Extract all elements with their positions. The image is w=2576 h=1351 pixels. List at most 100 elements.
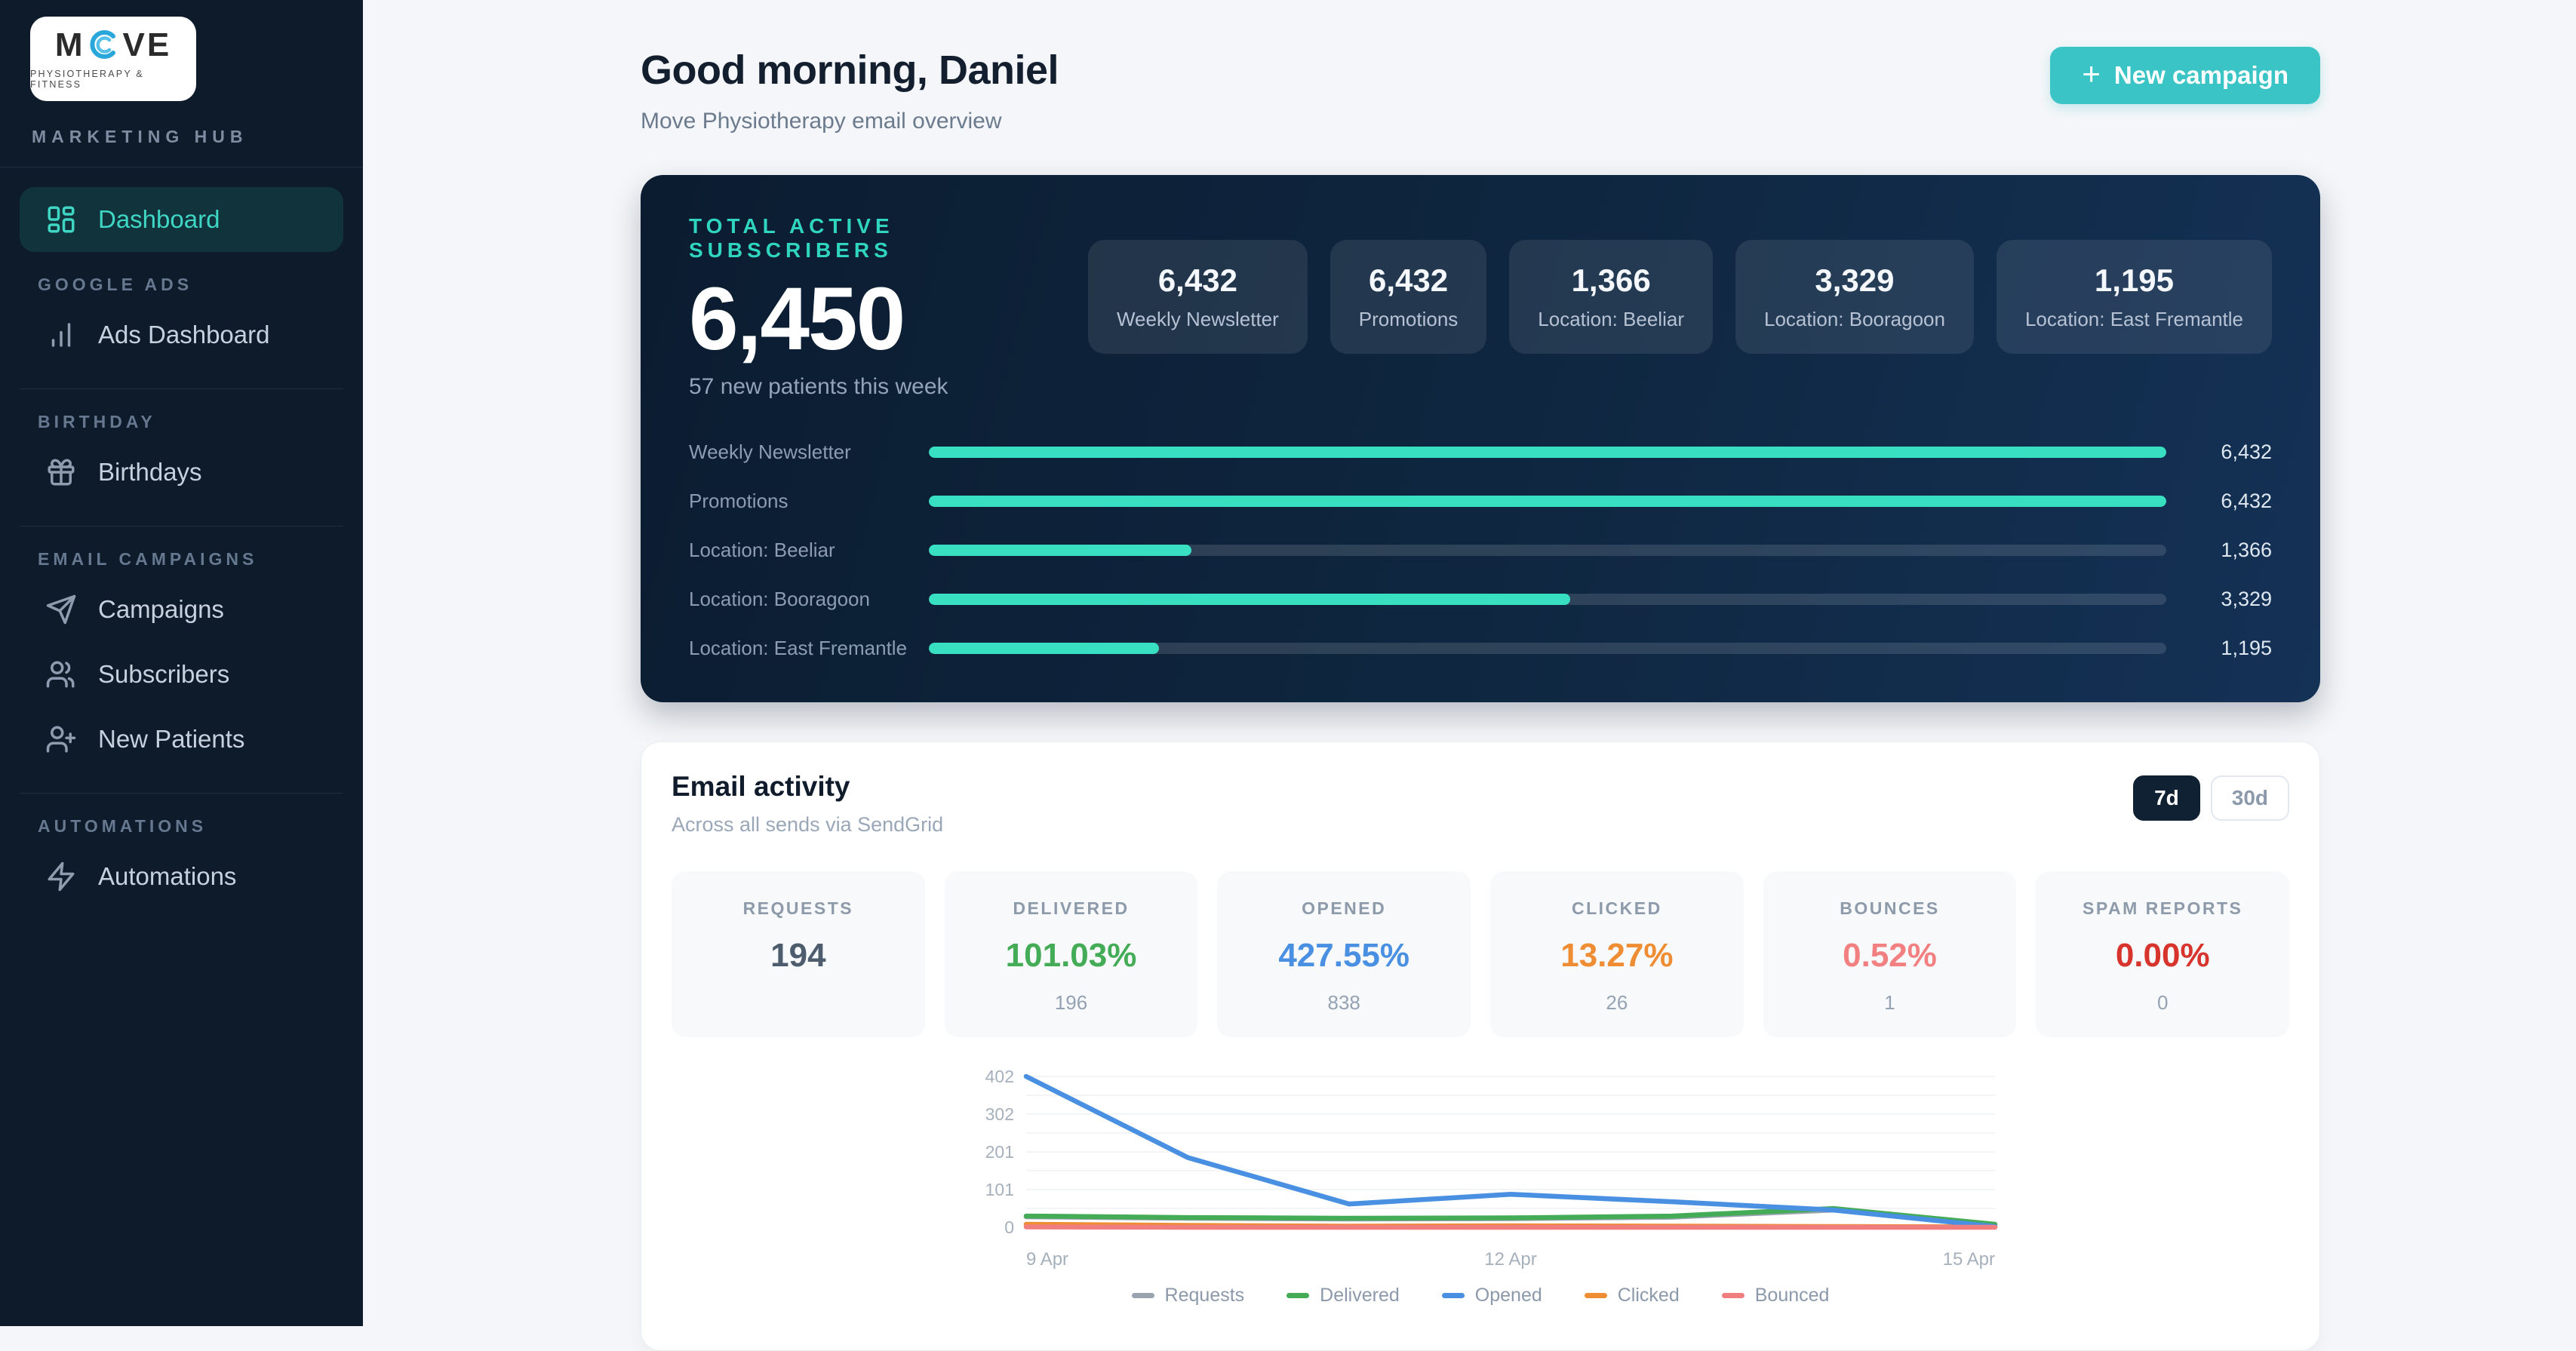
main-content: Good morning, Daniel Move Physiotherapy … (363, 0, 2576, 1351)
bar-track (929, 446, 2166, 458)
bar-row: Location: Booragoon 3,329 (689, 588, 2272, 611)
stat-value: 0.52% (1843, 936, 1937, 974)
legend-item-requests: Requests (1131, 1285, 1244, 1306)
gift-icon (48, 459, 75, 486)
plus-icon: + (2082, 56, 2101, 91)
stat-label: SPAM REPORTS (2083, 898, 2243, 918)
subscribers-card-title: TOTAL ACTIVE SUBSCRIBERS (689, 214, 894, 262)
bar-value: 1,195 (2221, 636, 2272, 659)
stat-opened: OPENED 427.55% 838 (1217, 870, 1471, 1037)
activity-title: Email activity (672, 770, 850, 802)
range-30d-button[interactable]: 30d (2210, 775, 2289, 821)
stat-value: 0.00% (2115, 936, 2210, 974)
subscriber-tile: 3,329 Location: Booragoon (1735, 240, 1974, 354)
email-activity-line-chart: 0 101 201 302 402 9 Apr 12 Apr 15 Apr (985, 1067, 1998, 1270)
brand-logo: M VE PHYSIOTHERAPY & FITNESS (30, 17, 196, 101)
tile-value: 6,432 (1368, 263, 1449, 298)
page-subtitle: Move Physiotherapy email overview (641, 109, 1002, 134)
activity-subtitle: Across all sends via SendGrid (672, 812, 944, 836)
tile-label: Weekly Newsletter (1116, 308, 1279, 330)
tile-value: 1,366 (1571, 263, 1651, 298)
svg-text:101: 101 (985, 1180, 1014, 1199)
brand-wordmark: M VE (55, 28, 171, 63)
sidebar-item-ads-dashboard[interactable]: Ads Dashboard (20, 302, 343, 367)
sidebar-item-campaigns[interactable]: Campaigns (20, 577, 343, 642)
stat-label: REQUESTS (742, 898, 854, 918)
bar-row: Location: East Fremantle 1,195 (689, 637, 2272, 660)
sidebar-item-label: Birthdays (98, 458, 202, 486)
sidebar-divider (20, 388, 343, 389)
stat-label: OPENED (1302, 898, 1387, 918)
section-header-automations: AUTOMATIONS (38, 816, 207, 836)
chart-legend: Requests Delivered Opened Clicked (1131, 1285, 1829, 1306)
stat-value: 194 (770, 936, 826, 974)
sidebar-item-automations[interactable]: Automations (20, 844, 343, 909)
legend-swatch (1286, 1292, 1310, 1298)
sidebar-item-dashboard[interactable]: Dashboard (20, 187, 343, 252)
bar-label: Location: Beeliar (689, 538, 835, 561)
bar-fill (929, 593, 1570, 605)
tile-label: Location: Booragoon (1763, 308, 1945, 330)
tile-label: Location: East Fremantle (2024, 308, 2243, 330)
bar-track (929, 544, 2166, 556)
sidebar-item-label: Subscribers (98, 660, 230, 688)
legend-swatch (1441, 1292, 1465, 1298)
legend-item-delivered: Delivered (1286, 1285, 1400, 1306)
stat-label: BOUNCES (1840, 898, 1940, 918)
svg-text:402: 402 (985, 1067, 1014, 1086)
sidebar-item-label: Ads Dashboard (98, 321, 270, 348)
sidebar-item-new-patients[interactable]: New Patients (20, 707, 343, 772)
new-patients-note: 57 new patients this week (689, 373, 948, 399)
bar-track (929, 642, 2166, 654)
brand-tagline: PHYSIOTHERAPY & FITNESS (30, 69, 144, 90)
activity-stats: REQUESTS 194 DELIVERED 101.03% 196 OPENE… (672, 870, 2290, 1037)
sidebar-item-birthdays[interactable]: Birthdays (20, 440, 343, 505)
brand-text-right: VE (122, 26, 172, 63)
bar-track (929, 495, 2166, 507)
dashboard-grid-icon (48, 206, 75, 233)
bar-label: Location: East Fremantle (689, 636, 908, 659)
stat-spam-reports: SPAM REPORTS 0.00% 0 (2036, 870, 2290, 1037)
bar-value: 6,432 (2221, 440, 2272, 463)
tile-value: 6,432 (1157, 263, 1237, 298)
svg-text:201: 201 (985, 1142, 1014, 1162)
section-header-birthday: BIRTHDAY (38, 412, 156, 431)
users-icon (46, 661, 75, 688)
legend-item-opened: Opened (1441, 1285, 1542, 1306)
new-campaign-button[interactable]: + New campaign (2050, 47, 2320, 104)
svg-text:12 Apr: 12 Apr (1484, 1249, 1536, 1270)
bar-value: 1,366 (2221, 538, 2272, 561)
page-title: Good morning, Daniel (641, 48, 1059, 93)
tile-value: 3,329 (1815, 263, 1895, 298)
stat-requests: REQUESTS 194 (672, 870, 925, 1037)
stat-label: DELIVERED (1013, 898, 1130, 918)
bar-row: Location: Beeliar 1,366 (689, 539, 2272, 562)
sidebar: M VE PHYSIOTHERAPY & FITNESS MARKETING H… (0, 0, 363, 1326)
bar-track (929, 593, 2166, 605)
hub-label: MARKETING HUB (32, 127, 248, 146)
tile-label: Promotions (1358, 308, 1459, 330)
sidebar-item-subscribers[interactable]: Subscribers (20, 642, 343, 707)
sidebar-item-label: Campaigns (98, 595, 224, 623)
tile-value: 1,195 (2094, 263, 2175, 298)
range-7d-button[interactable]: 7d (2133, 775, 2200, 821)
range-toggle: 7d 30d (2133, 775, 2289, 821)
legend-item-clicked: Clicked (1584, 1285, 1680, 1306)
bar-row: Promotions 6,432 (689, 490, 2272, 513)
section-header-email-campaigns: EMAIL CAMPAIGNS (38, 549, 258, 569)
bar-value: 6,432 (2221, 489, 2272, 512)
stat-sub: 0 (2156, 990, 2169, 1014)
subscriber-tile: 1,195 Location: East Fremantle (1996, 240, 2272, 354)
svg-text:0: 0 (1004, 1217, 1014, 1237)
stat-sub: 196 (1054, 990, 1088, 1014)
subscribers-card: TOTAL ACTIVE SUBSCRIBERS 6,450 57 new pa… (641, 175, 2320, 702)
stat-sub: 838 (1327, 990, 1360, 1014)
send-icon (46, 594, 76, 625)
legend-swatch (1584, 1292, 1607, 1298)
legend-swatch (1721, 1292, 1744, 1298)
subscriber-tile: 1,366 Location: Beeliar (1509, 240, 1713, 354)
sidebar-item-label: Automations (98, 862, 237, 890)
zap-icon (48, 861, 75, 892)
stat-sub: 26 (1606, 990, 1628, 1014)
bar-fill (929, 544, 1191, 556)
